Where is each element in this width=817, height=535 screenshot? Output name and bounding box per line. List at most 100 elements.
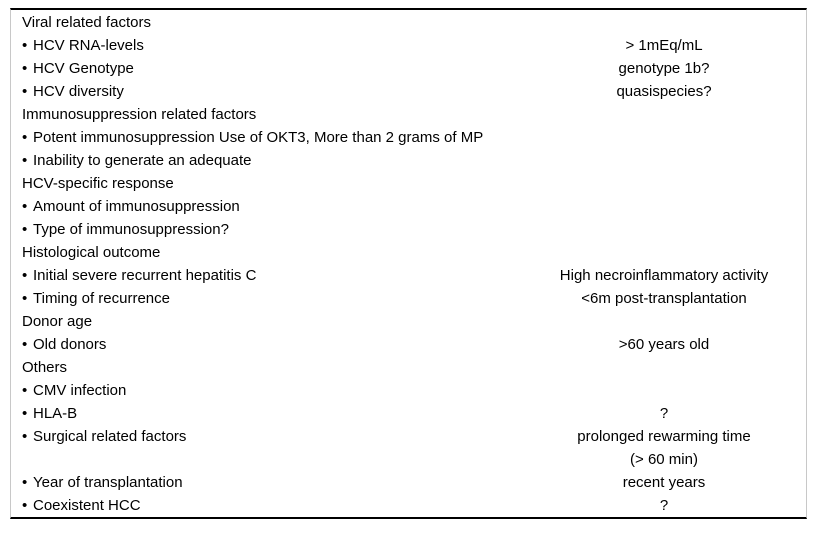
row-label: Inability to generate an adequate [33, 152, 252, 169]
bullet-icon: • [22, 428, 28, 445]
row-label-cell: • Inability to generate an adequate [11, 149, 522, 172]
row-value [522, 11, 806, 34]
row-label-cell: • Initial severe recurrent hepatitis C [11, 264, 522, 287]
factors-table: Viral related factors • HCV RNA-levels > 1m… [10, 8, 807, 519]
row-label-cell: • Type of immunosuppression? [11, 218, 522, 241]
row-label: HCV Genotype [33, 60, 134, 77]
table-row: Viral related factors [11, 11, 806, 34]
row-value [522, 218, 806, 241]
table-row: • Inability to generate an adequate [11, 149, 806, 172]
bullet-icon: • [22, 152, 28, 169]
row-value: ? [659, 405, 669, 422]
row-label-cell: Others [11, 356, 522, 379]
row-value: genotype 1b? [618, 60, 710, 77]
row-value: quasispecies? [616, 83, 712, 100]
row-label: Donor age [22, 313, 93, 330]
table-body: Viral related factors • HCV RNA-levels > 1m… [11, 11, 806, 517]
row-value: recent years [622, 474, 706, 491]
row-label: Timing of recurrence [33, 290, 170, 307]
row-label: Immunosuppression related factors [22, 106, 257, 123]
row-label-cell: • Coexistent HCC [11, 494, 522, 517]
row-label: Potent immunosuppression Use of OKT3, Mo… [33, 129, 484, 146]
row-value [522, 149, 806, 172]
row-label-cell: • HCV RNA-levels [11, 34, 522, 57]
row-label-cell: • Surgical related factors [11, 425, 522, 448]
row-value: >60 years old [618, 336, 710, 353]
row-value [522, 310, 806, 333]
table-row: • Amount of immunosuppression [11, 195, 806, 218]
table-row: • Timing of recurrence <6m post-transplant… [11, 287, 806, 310]
row-label: Year of transplantation [33, 474, 183, 491]
table-row: Histological outcome [11, 241, 806, 264]
row-label-cell: HCV-specific response [11, 172, 522, 195]
bullet-icon: • [22, 83, 28, 100]
table-row: • Type of immunosuppression? [11, 218, 806, 241]
row-label-cell: • HCV Genotype [11, 57, 522, 80]
row-label: Surgical related factors [33, 428, 187, 445]
row-label: CMV infection [33, 382, 127, 399]
row-label-cell: Immunosuppression related factors [11, 103, 522, 126]
row-label-cell: • Amount of immunosuppression [11, 195, 522, 218]
row-value: > 1mEq/mL [625, 37, 703, 54]
table-row: • CMV infection [11, 379, 806, 402]
row-value: (> 60 min) [630, 451, 698, 468]
row-value [522, 379, 806, 402]
row-value [522, 172, 806, 195]
row-label: HCV-specific response [22, 175, 174, 192]
row-label-cell: Donor age [11, 310, 522, 333]
row-label-cell [11, 448, 522, 471]
table-row: • HCV Genotype genotype 1b? [11, 57, 806, 80]
row-value: High necroinflammatory activity [559, 267, 769, 284]
table-row: HCV-specific response [11, 172, 806, 195]
table-row: Immunosuppression related factors [11, 103, 806, 126]
row-label: Type of immunosuppression? [33, 221, 229, 238]
bullet-icon: • [22, 497, 28, 514]
row-label: Old donors [33, 336, 107, 353]
table-row: • HLA-B? [11, 402, 806, 425]
table-row: • Old donors >60 years old [11, 333, 806, 356]
bullet-icon: • [22, 221, 28, 238]
row-label-cell: • Timing of recurrence [11, 287, 522, 310]
table-row: • Year of transplantation recent years [11, 471, 806, 494]
bullet-icon: • [22, 382, 28, 399]
row-label: HCV diversity [33, 83, 124, 100]
table-row: • Initial severe recurrent hepatitis C Hig… [11, 264, 806, 287]
bullet-icon: • [22, 267, 28, 284]
bullet-icon: • [22, 37, 28, 54]
row-label: Initial severe recurrent hepatitis C [33, 267, 257, 284]
row-value: <6m post-transplantation [581, 290, 747, 307]
row-label-cell: • Old donors [11, 333, 522, 356]
row-label-cell: Viral related factors [11, 11, 522, 34]
row-label: Others [22, 359, 68, 376]
table-row: Donor age [11, 310, 806, 333]
row-label-cell: • Year of transplantation [11, 471, 522, 494]
table-row: (> 60 min) [11, 448, 806, 471]
row-label: HCV RNA-levels [33, 37, 144, 54]
table-row: • HCV diversity quasispecies? [11, 80, 806, 103]
bullet-icon: • [22, 405, 28, 422]
row-label: HLA-B [33, 405, 78, 422]
table-row: • Surgical related factors prolonged rewar… [11, 425, 806, 448]
row-value [522, 126, 806, 149]
bullet-icon: • [22, 198, 28, 215]
row-label: Viral related factors [22, 14, 151, 31]
bullet-icon: • [22, 290, 28, 307]
row-value: ? [659, 497, 669, 514]
row-value [522, 356, 806, 379]
row-label-cell: • HCV diversity [11, 80, 522, 103]
row-label: Amount of immunosuppression [33, 198, 240, 215]
row-value [522, 103, 806, 126]
row-label-cell: • Potent immunosuppression Use of OKT3, M… [11, 126, 522, 149]
bullet-icon: • [22, 60, 28, 77]
row-value: prolonged rewarming time [577, 428, 751, 445]
table-row: • Potent immunosuppression Use of OKT3, M… [11, 126, 806, 149]
row-label: Coexistent HCC [33, 497, 141, 514]
row-label-cell: • CMV infection [11, 379, 522, 402]
row-value [522, 241, 806, 264]
table-row: Others [11, 356, 806, 379]
row-label-cell: Histological outcome [11, 241, 522, 264]
row-label-cell: • HLA-B [11, 402, 522, 425]
table-row: • HCV RNA-levels > 1mEq/mL [11, 34, 806, 57]
row-value [522, 195, 806, 218]
